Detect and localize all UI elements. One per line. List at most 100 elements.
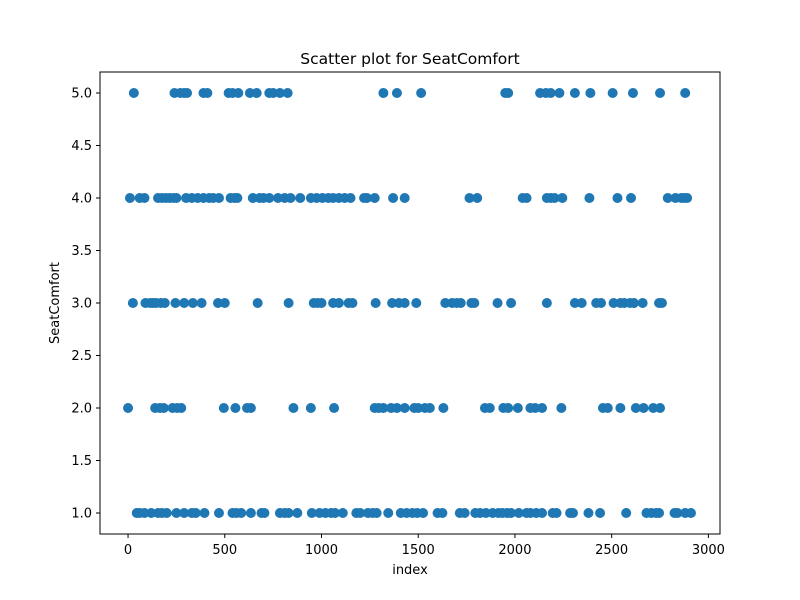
y-tick-label: 4.5 (71, 139, 92, 154)
y-tick-label: 3.0 (71, 297, 92, 312)
data-point (282, 88, 293, 98)
y-tick-label: 2.5 (71, 349, 92, 364)
data-point (355, 508, 366, 518)
data-point (378, 88, 389, 98)
data-point (612, 193, 623, 203)
x-ticks: 0 500 1000 1500 2000 2500 3000 (124, 534, 725, 558)
data-point (361, 193, 372, 203)
data-point (472, 193, 483, 203)
data-point (638, 403, 649, 413)
data-point (370, 298, 381, 308)
data-point (672, 508, 683, 518)
data-point (285, 193, 296, 203)
y-tick-label: 2.0 (71, 402, 92, 417)
data-point (213, 508, 224, 518)
data-point (199, 508, 210, 518)
data-point (171, 193, 182, 203)
data-point (557, 193, 568, 203)
data-point (545, 88, 556, 98)
points-layer (123, 88, 696, 518)
data-point (187, 298, 198, 308)
data-point (685, 508, 696, 518)
data-point (388, 193, 399, 203)
data-point (182, 88, 193, 98)
data-point (259, 508, 270, 518)
data-point (283, 508, 294, 518)
data-point (295, 193, 306, 203)
data-point (236, 508, 247, 518)
data-point (369, 193, 380, 203)
data-point (630, 403, 641, 413)
data-point (418, 508, 429, 518)
data-point (252, 298, 263, 308)
data-point (219, 298, 230, 308)
x-tick-label: 1500 (402, 543, 435, 558)
data-point (469, 298, 480, 308)
data-point (383, 508, 394, 518)
data-point (503, 88, 514, 98)
data-point (492, 298, 503, 308)
data-point (537, 403, 548, 413)
data-point (139, 193, 150, 203)
y-tick-label: 3.5 (71, 244, 92, 259)
data-point (416, 88, 427, 98)
data-point (123, 403, 134, 413)
x-tick-label: 2500 (595, 543, 628, 558)
data-point (602, 403, 613, 413)
data-point (455, 298, 466, 308)
data-point (554, 88, 565, 98)
data-point (190, 508, 201, 518)
data-point (233, 88, 244, 98)
data-point (595, 508, 606, 518)
data-point (251, 88, 262, 98)
data-point (305, 403, 316, 413)
data-point (391, 88, 402, 98)
data-point (202, 88, 213, 98)
data-point (621, 508, 632, 518)
y-tick-label: 5.0 (71, 87, 92, 102)
y-tick-label: 4.0 (71, 192, 92, 207)
data-point (437, 508, 448, 518)
data-point (245, 508, 256, 518)
data-point (127, 298, 138, 308)
data-point (583, 508, 594, 518)
data-point (371, 508, 382, 518)
data-point (549, 193, 560, 203)
data-point (337, 508, 348, 518)
data-point (541, 298, 552, 308)
data-point (399, 403, 410, 413)
data-point (232, 193, 243, 203)
data-point (551, 508, 562, 518)
data-point (179, 508, 190, 518)
data-point (537, 508, 548, 518)
data-point (654, 508, 665, 518)
data-point (464, 193, 475, 203)
data-point (503, 403, 514, 413)
data-point (161, 508, 172, 518)
data-point (607, 88, 618, 98)
data-point (521, 193, 532, 203)
data-point (596, 298, 607, 308)
x-tick-label: 2000 (498, 543, 531, 558)
data-point (329, 403, 340, 413)
data-point (159, 298, 170, 308)
data-point (411, 298, 422, 308)
data-point (576, 298, 587, 308)
data-point (655, 403, 666, 413)
data-point (196, 298, 207, 308)
data-point (459, 508, 470, 518)
data-point (124, 193, 135, 203)
y-tick-label: 1.0 (71, 507, 92, 522)
data-point (512, 403, 523, 413)
data-point (292, 508, 303, 518)
data-point (399, 298, 410, 308)
data-point (682, 193, 693, 203)
data-point (306, 508, 317, 518)
data-point (330, 508, 341, 518)
data-point (656, 298, 667, 308)
data-point (333, 298, 344, 308)
data-point (176, 403, 187, 413)
data-point (569, 88, 580, 98)
data-point (584, 193, 595, 203)
data-point (424, 403, 435, 413)
